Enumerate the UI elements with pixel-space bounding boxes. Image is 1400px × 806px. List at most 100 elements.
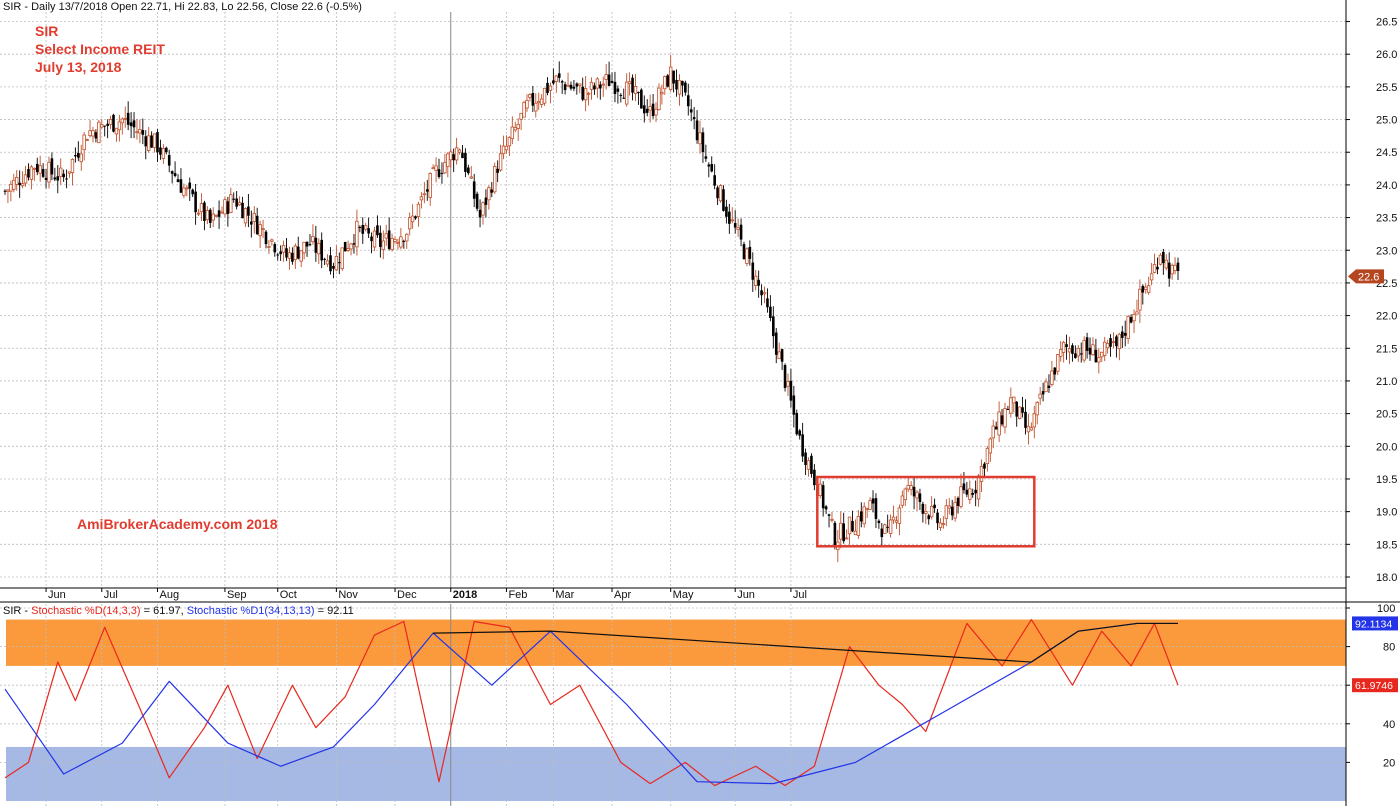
candle-body bbox=[170, 171, 174, 174]
candle-body bbox=[390, 238, 394, 251]
candle-body bbox=[903, 488, 907, 501]
candle-body bbox=[953, 501, 957, 519]
candle-body bbox=[947, 505, 951, 509]
candle-body bbox=[103, 125, 107, 127]
candle-body bbox=[569, 84, 573, 89]
candle-body bbox=[226, 201, 230, 214]
x-tick-label: Jul bbox=[793, 589, 807, 601]
candle-body bbox=[443, 162, 447, 174]
candle-body bbox=[346, 248, 350, 251]
candle-body bbox=[405, 233, 409, 242]
candle-body bbox=[507, 137, 512, 147]
candle-body bbox=[631, 77, 634, 93]
candle-body bbox=[478, 209, 482, 218]
candle-body bbox=[660, 91, 664, 95]
candle-body bbox=[70, 159, 75, 173]
candle-body bbox=[534, 102, 538, 112]
candle-body bbox=[792, 395, 796, 415]
candle-body bbox=[276, 254, 280, 256]
candle-body bbox=[1006, 408, 1010, 410]
stochastic-d-last-label: 61.9746 bbox=[1355, 680, 1393, 692]
candle-body bbox=[387, 230, 391, 249]
x-tick-label: Apr bbox=[614, 589, 631, 601]
candle-body bbox=[766, 298, 769, 308]
candle-body bbox=[607, 74, 611, 86]
candle-body bbox=[589, 81, 594, 90]
candle-body bbox=[1100, 351, 1104, 358]
candle-body bbox=[865, 508, 869, 511]
candle-body bbox=[830, 518, 834, 521]
candle-body bbox=[188, 182, 192, 189]
candle-body bbox=[32, 167, 37, 170]
candle-body bbox=[1167, 262, 1171, 279]
candle-body bbox=[707, 164, 711, 167]
candle-body bbox=[223, 199, 227, 215]
candle-body bbox=[279, 251, 282, 255]
candle-body bbox=[422, 193, 427, 196]
candle-body bbox=[208, 209, 212, 223]
candle-body bbox=[496, 168, 499, 173]
candle-body bbox=[780, 349, 784, 362]
candle-body bbox=[287, 252, 292, 259]
candle-body bbox=[446, 153, 450, 168]
candle-body bbox=[56, 176, 60, 181]
candle-body bbox=[367, 228, 370, 234]
candle-body bbox=[235, 198, 238, 207]
candle-body bbox=[1071, 345, 1074, 354]
candle-body bbox=[1038, 393, 1042, 399]
candle-body bbox=[393, 238, 397, 242]
candle-body bbox=[410, 215, 415, 223]
candle-body bbox=[1164, 259, 1168, 269]
candle-body bbox=[692, 117, 696, 120]
candle-body bbox=[651, 103, 655, 116]
candle-body bbox=[1162, 251, 1165, 264]
candle-body bbox=[20, 183, 25, 187]
candle-body bbox=[1094, 349, 1098, 363]
stochastic-d-line bbox=[4, 618, 1179, 787]
candle-body bbox=[419, 196, 424, 201]
candle-body bbox=[672, 70, 675, 84]
candle-body bbox=[1074, 353, 1077, 359]
y-tick-label: 24.0 bbox=[1376, 180, 1397, 192]
candle-body bbox=[1047, 385, 1051, 389]
candle-body bbox=[818, 483, 822, 497]
candle-body bbox=[1082, 340, 1086, 361]
candlestick-series bbox=[3, 54, 1180, 563]
candle-body bbox=[886, 526, 889, 528]
candle-body bbox=[1044, 381, 1048, 393]
candle-body bbox=[428, 173, 432, 198]
candle-body bbox=[610, 80, 614, 83]
candle-body bbox=[760, 290, 763, 296]
candle-body bbox=[108, 118, 113, 125]
candle-body bbox=[906, 484, 910, 490]
overbought-band bbox=[6, 619, 1346, 666]
candle-body bbox=[1152, 264, 1157, 273]
candle-body bbox=[1076, 347, 1080, 357]
candle-body bbox=[624, 81, 629, 105]
candle-body bbox=[762, 292, 767, 295]
y-tick-label: 21.5 bbox=[1376, 343, 1397, 355]
y-tick-label: 19.0 bbox=[1376, 507, 1397, 519]
candle-body bbox=[968, 488, 972, 500]
last-close-marker bbox=[1348, 269, 1384, 284]
candle-body bbox=[1024, 411, 1027, 428]
candle-body bbox=[733, 223, 737, 228]
candle-body bbox=[971, 492, 975, 495]
x-tick-label: Nov bbox=[338, 589, 358, 601]
candle-body bbox=[856, 516, 861, 536]
candle-body bbox=[355, 220, 359, 248]
y-tick-label: 24.5 bbox=[1376, 147, 1397, 159]
candle-body bbox=[1009, 397, 1013, 414]
candle-body bbox=[810, 455, 813, 475]
candle-body bbox=[464, 152, 467, 172]
candle-body bbox=[1012, 396, 1016, 404]
candle-body bbox=[182, 187, 186, 196]
candle-body bbox=[777, 351, 781, 360]
candle-body bbox=[929, 506, 934, 518]
candle-body bbox=[29, 166, 34, 180]
candle-body bbox=[728, 211, 731, 224]
stochastic-d-last-box bbox=[1352, 678, 1398, 693]
candle-body bbox=[1067, 348, 1072, 353]
candle-body bbox=[167, 155, 171, 166]
